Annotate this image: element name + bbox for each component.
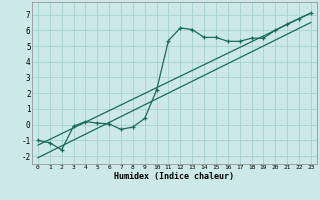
- X-axis label: Humidex (Indice chaleur): Humidex (Indice chaleur): [115, 172, 234, 181]
